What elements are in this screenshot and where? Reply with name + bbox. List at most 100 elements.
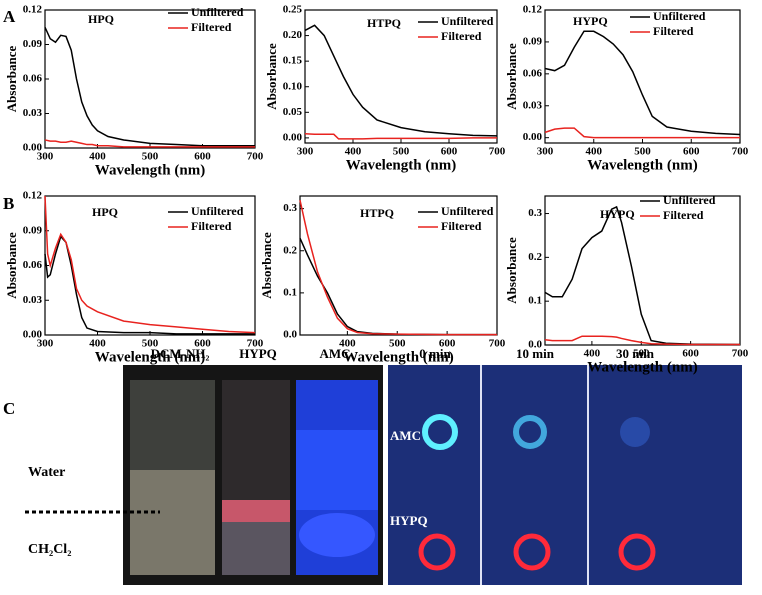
x-tick-label: 600 <box>441 146 458 158</box>
hypq-spot <box>618 533 656 571</box>
time-label: 10 min <box>516 346 555 361</box>
hypq-spot <box>513 533 551 571</box>
y-axis-label: Absorbance <box>504 237 519 304</box>
cuvette-band <box>222 500 290 522</box>
y-axis-label: Absorbance <box>504 43 519 110</box>
panel-label: A <box>3 7 16 26</box>
amc-spot <box>620 417 650 447</box>
data-line <box>44 139 255 148</box>
y-tick-label: 0.09 <box>523 35 543 47</box>
cuvette-glow <box>299 513 375 557</box>
x-tick-label: 500 <box>389 338 406 350</box>
x-tick-label: 300 <box>297 146 314 158</box>
x-axis-label: Wavelength (nm) <box>587 157 697 173</box>
y-tick-label: 0.0 <box>283 329 297 341</box>
data-line <box>299 200 497 336</box>
chart-title: HPQ <box>88 12 114 26</box>
x-tick-label: 300 <box>537 146 554 158</box>
legend-label: Unfiltered <box>653 9 706 23</box>
x-tick-label: 400 <box>89 338 106 350</box>
time-label: 0 min <box>419 346 451 361</box>
y-tick-label: 0.0 <box>528 339 542 351</box>
y-tick-label: 0.25 <box>283 4 303 16</box>
y-axis-label: Absorbance <box>4 46 19 113</box>
y-tick-label: 0.06 <box>23 259 43 271</box>
hypq-spot <box>418 533 456 571</box>
phase-label: Water <box>28 465 65 480</box>
y-tick-label: 0.12 <box>523 4 543 16</box>
cuvette <box>222 380 290 500</box>
y-tick-label: 0.3 <box>283 202 297 214</box>
legend-label: Unfiltered <box>191 5 244 19</box>
x-tick-label: 500 <box>142 338 159 350</box>
x-tick-label: 400 <box>339 338 356 350</box>
plot-frame <box>544 195 741 346</box>
x-tick-label: 700 <box>732 348 749 360</box>
y-tick-label: 0.2 <box>283 244 297 256</box>
y-tick-label: 0.12 <box>23 4 43 16</box>
cuvette-label: AMC <box>319 346 350 361</box>
x-tick-label: 600 <box>439 338 456 350</box>
x-tick-label: 600 <box>194 338 211 350</box>
x-tick-label: 400 <box>89 151 106 163</box>
x-tick-label: 700 <box>732 146 749 158</box>
plot-frame <box>299 195 498 336</box>
y-tick-label: 0.03 <box>23 294 43 306</box>
panel-label: B <box>3 194 14 213</box>
y-tick-label: 0.05 <box>283 106 303 118</box>
data-line <box>544 335 740 346</box>
x-tick-label: 700 <box>247 151 264 163</box>
x-tick-label: 300 <box>37 338 54 350</box>
y-tick-label: 0.00 <box>23 329 43 341</box>
x-axis-label: Wavelength (nm) <box>343 349 453 365</box>
data-line <box>544 205 741 346</box>
time-label: 30 min <box>616 346 655 361</box>
sample-label: HYPQ <box>390 513 428 528</box>
x-tick-label: 700 <box>247 338 264 350</box>
x-tick-label: 600 <box>682 348 699 360</box>
legend-label: Filtered <box>441 29 482 43</box>
x-axis-label: Wavelength (nm) <box>95 349 205 365</box>
cuvette <box>130 380 215 470</box>
x-tick-label: 500 <box>633 348 650 360</box>
legend-label: Filtered <box>191 219 232 233</box>
plot-frame <box>544 9 741 144</box>
y-tick-label: 0.06 <box>23 73 43 85</box>
y-tick-label: 0.00 <box>23 142 43 154</box>
legend-label: Filtered <box>441 219 482 233</box>
sample-label: AMC <box>390 428 421 443</box>
legend-label: Filtered <box>663 208 704 222</box>
data-line <box>44 26 255 147</box>
y-tick-label: 0.03 <box>523 99 543 111</box>
x-tick-label: 400 <box>345 146 362 158</box>
y-axis-label: Absorbance <box>259 232 274 299</box>
y-tick-label: 0.06 <box>523 67 543 79</box>
legend-label: Filtered <box>653 24 694 38</box>
data-line <box>304 24 498 137</box>
x-tick-label: 600 <box>194 151 211 163</box>
chart-title: HYPQ <box>573 14 608 28</box>
amc-spot <box>513 415 547 449</box>
cuvette-label: HYPQ <box>239 346 277 361</box>
legend-label: Unfiltered <box>191 204 244 218</box>
chart-title: HTPQ <box>367 16 401 30</box>
y-tick-label: 0.00 <box>283 131 303 143</box>
cuvette-glow <box>296 430 378 510</box>
panel-label: C <box>3 399 15 418</box>
amc-spot <box>422 414 458 450</box>
cuvette-label: DCM-NH₂ <box>151 346 210 361</box>
x-tick-label: 500 <box>634 146 651 158</box>
data-line <box>299 237 497 336</box>
chart-title: HTPQ <box>360 206 394 220</box>
x-tick-label: 500 <box>393 146 410 158</box>
legend-label: Unfiltered <box>663 193 716 207</box>
y-tick-label: 0.3 <box>528 207 542 219</box>
y-tick-label: 0.00 <box>523 131 543 143</box>
legend-label: Unfiltered <box>441 204 494 218</box>
legend-label: Filtered <box>191 20 232 34</box>
y-tick-label: 0.15 <box>283 55 303 67</box>
x-tick-label: 600 <box>683 146 700 158</box>
x-axis-label: Wavelength (nm) <box>95 162 205 178</box>
x-tick-label: 700 <box>489 338 506 350</box>
